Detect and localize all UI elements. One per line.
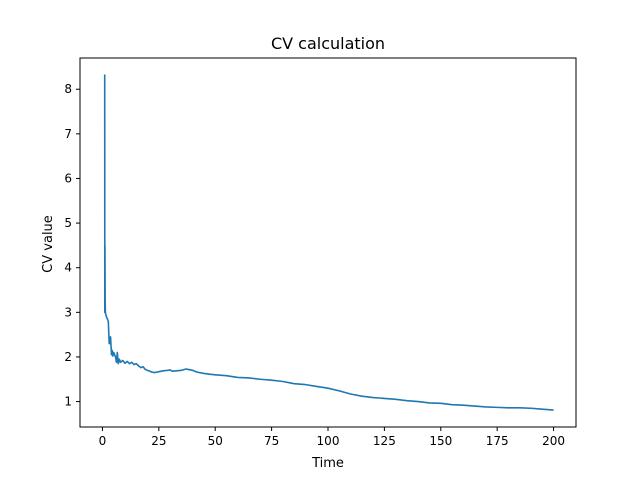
axis-ticks: 0 25 50 75 100 125 150 175 200 1 2 3 4 5 6 7 8 (64, 82, 565, 448)
x-tick-label: 0 (99, 434, 107, 448)
x-tick-label: 125 (373, 434, 396, 448)
y-tick-label: 6 (64, 171, 72, 185)
x-tick-label: 25 (151, 434, 166, 448)
x-tick-label: 50 (208, 434, 223, 448)
y-tick-label: 5 (64, 216, 72, 230)
x-tick-label: 175 (486, 434, 509, 448)
y-tick-label: 3 (64, 305, 72, 319)
y-tick-label: 4 (64, 261, 72, 275)
x-axis-label: Time (311, 456, 344, 471)
x-tick-label: 100 (317, 434, 340, 448)
plot-area (103, 74, 554, 411)
y-tick-label: 7 (64, 127, 72, 141)
x-tick-label: 150 (429, 434, 452, 448)
y-tick-label: 8 (64, 82, 72, 96)
y-axis-label: CV value (41, 215, 56, 273)
y-tick-label: 1 (64, 395, 72, 409)
series-line (103, 74, 554, 411)
x-tick-label: 75 (264, 434, 279, 448)
chart-title: CV calculation (271, 34, 385, 53)
x-tick-label: 200 (542, 434, 565, 448)
axes-frame (79, 57, 577, 428)
y-tick-label: 2 (64, 350, 72, 364)
